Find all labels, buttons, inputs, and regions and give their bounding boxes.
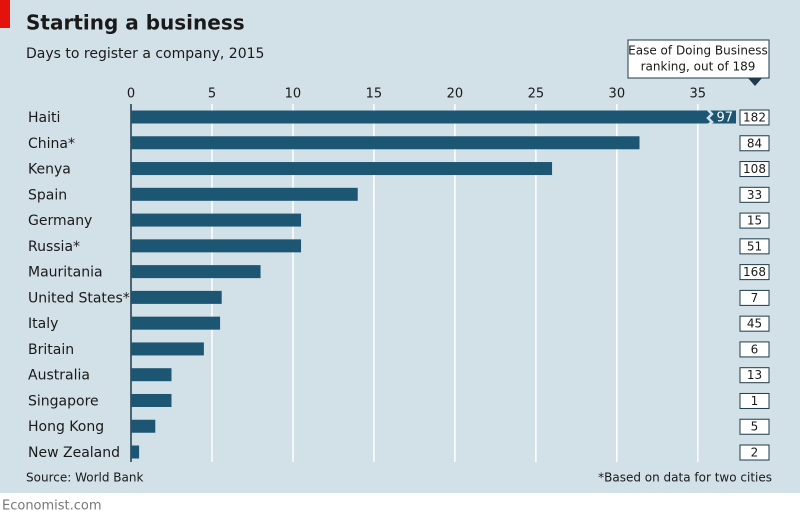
rank-label: 33 [747,188,762,202]
rank-label: 15 [747,214,762,228]
y-tick-label: Singapore [28,393,99,409]
bar [131,290,222,304]
chart-subtitle: Days to register a company, 2015 [26,46,264,62]
bar [131,110,736,124]
rank-label: 51 [747,239,762,253]
rank-label: 2 [751,446,759,460]
rank-box [739,212,770,229]
rank-box [739,367,770,384]
red-tag [0,0,10,28]
bar [131,419,156,433]
rank-header-box [627,39,770,79]
rank-label: 5 [751,420,759,434]
bar [131,162,553,176]
brand: Economist.com [2,499,102,514]
footnote: *Based on data for two cities [598,471,772,485]
y-tick-label: Russia* [28,239,80,255]
x-tick-label: 10 [285,87,302,102]
y-tick-label: New Zealand [28,445,120,461]
rank-box [739,315,770,332]
y-tick-label: Australia [28,368,90,384]
rank-label: 182 [743,111,766,125]
bar [131,213,302,227]
y-tick-label: Hong Kong [28,419,104,435]
rank-box [739,444,770,461]
rank-label: 7 [751,291,759,305]
bar [131,445,140,459]
rank-box [739,135,770,152]
bar-break [706,109,714,126]
rank-label: 6 [751,342,759,356]
x-tick-label: 5 [208,87,216,102]
y-tick-label: Italy [28,316,58,332]
x-tick-label: 15 [366,87,383,102]
rank-label: 84 [747,136,762,150]
y-tick-label: Spain [28,187,67,203]
rank-label: 168 [743,265,766,279]
rank-pointer [748,78,762,86]
rank-box [739,418,770,435]
bar [131,316,221,330]
bar [131,136,640,150]
bar [131,187,358,201]
rank-box [739,161,770,178]
y-tick-label: United States* [28,290,130,306]
rank-label: 1 [751,394,759,408]
rank-box [739,392,770,409]
chart-title: Starting a business [26,11,245,35]
y-tick-label: Kenya [28,162,71,178]
y-tick-label: Britain [28,342,74,358]
x-tick-label: 0 [127,87,135,102]
bar [131,393,172,407]
rank-label: 45 [747,317,762,331]
x-tick-label: 25 [528,87,545,102]
x-tick-label: 30 [609,87,626,102]
bar [131,265,261,279]
rank-box [739,264,770,281]
y-tick-label: Mauritania [28,265,103,281]
source: Source: World Bank [26,471,143,485]
y-tick-label: China* [28,136,75,152]
rank-box [739,109,770,126]
y-tick-label: Haiti [28,110,60,126]
bar [131,239,302,253]
x-tick-label: 35 [690,87,707,102]
rank-box [739,341,770,358]
bar [131,342,204,356]
rank-box [739,238,770,255]
rank-header: ranking, out of 189 [641,60,756,74]
value-label: 97 [716,111,733,126]
rank-box [739,186,770,203]
x-tick-label: 20 [447,87,464,102]
rank-label: 108 [743,162,766,176]
bar [131,368,172,382]
y-tick-label: Germany [28,213,92,229]
rank-box [739,289,770,306]
rank-label: 13 [747,368,762,382]
rank-header: Ease of Doing Business [628,44,768,58]
